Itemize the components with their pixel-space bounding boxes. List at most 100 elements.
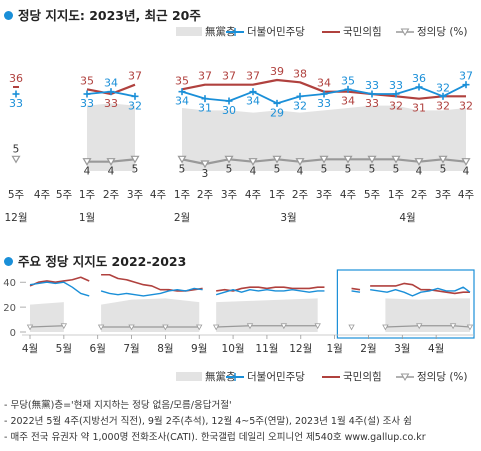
week-tick-label: 1주 — [79, 189, 96, 201]
y-tick-label: 0 — [10, 328, 16, 339]
ppp-data-label: 34 — [317, 77, 331, 90]
jp-point — [106, 158, 116, 166]
y-tick-label: 20 — [3, 303, 16, 314]
jp-data-label: 5 — [369, 163, 376, 175]
month-tick-label: 3월 — [394, 343, 410, 355]
month-tick-label: 9월 — [191, 343, 207, 355]
legend-none: 無黨층 — [176, 24, 236, 39]
week-tick-label: 2주 — [103, 189, 120, 201]
week-tick-label: 2주 — [411, 189, 428, 201]
ppp-data-label: 32 — [459, 99, 473, 112]
legend-jp: 정의당 (%) — [396, 369, 468, 384]
week-tick-label: 5주 — [364, 189, 381, 201]
jp-point — [128, 324, 135, 331]
month-label: 2월 — [174, 212, 190, 224]
week-tick-label: 3주 — [316, 189, 333, 201]
week-tick-label: 4주 — [340, 189, 357, 201]
ppp-data-label: 37 — [246, 70, 260, 83]
jp-data-label: 5 — [226, 163, 233, 175]
week-tick-label: 4주 — [458, 189, 475, 201]
legend-none-swatch — [176, 372, 202, 381]
none-area-segment — [385, 298, 470, 332]
jp-data-label: 5 — [132, 163, 139, 175]
dpk-data-label: 34 — [246, 95, 260, 108]
jp-data-label: 3 — [202, 168, 209, 180]
month-tick-label: 5월 — [56, 343, 72, 355]
ppp-data-label: 31 — [412, 102, 426, 115]
jp-data-label: 5 — [274, 163, 281, 175]
jp-point — [196, 324, 203, 331]
week-tick-label: 2주 — [292, 189, 309, 201]
jp-point — [367, 155, 377, 164]
ppp-data-label: 36 — [9, 72, 23, 85]
dpk-data-label: 33 — [9, 97, 23, 110]
dpk-data-label: 34 — [175, 95, 189, 108]
legend-jp-label: 정의당 (%) — [417, 26, 468, 38]
legend-none-label: 無黨층 — [205, 26, 236, 38]
jp-point — [348, 324, 355, 331]
recent-weeks-highlight-frame — [336, 269, 475, 339]
legend-dpk-swatch — [226, 373, 244, 381]
dpk-data-label: 33 — [389, 79, 403, 92]
ppp-data-label: 32 — [389, 99, 403, 112]
jp-point — [280, 323, 288, 330]
jp-data-label: 4 — [463, 166, 470, 178]
legend-jp: 정의당 (%) — [396, 24, 468, 39]
jp-line — [216, 325, 318, 328]
footnotes: - 무당(無黨)층='현재 지지하는 정당 없음/모름/응답거절' - 2022… — [4, 398, 426, 446]
dpk-data-label: 29 — [270, 106, 284, 119]
ppp-data-label: 35 — [80, 74, 94, 87]
legend-dpk-label: 더불어민주당 — [247, 371, 305, 383]
dpk-data-label: 30 — [222, 104, 236, 117]
jp-point — [212, 324, 220, 331]
month-tick-label: 7월 — [123, 343, 139, 355]
jp-point — [466, 324, 474, 331]
none-area-segment — [182, 105, 466, 171]
jp-point — [60, 323, 68, 330]
legend-none-swatch — [176, 27, 202, 36]
month-tick-label: 1월 — [326, 343, 342, 355]
top-chart-title-wrap: 정당 지지도: 2023년, 최근 20주 — [4, 5, 201, 24]
week-tick-label: 1주 — [174, 189, 191, 201]
legend-jp-label: 정의당 (%) — [417, 371, 468, 383]
week-tick-label: 1주 — [388, 189, 405, 201]
jp-data-label: 4 — [108, 166, 115, 178]
ppp-data-label: 37 — [198, 70, 212, 83]
jp-data-label: 5 — [440, 163, 447, 175]
jp-point — [130, 155, 140, 164]
dpk-line — [215, 288, 325, 296]
legend-ppp-label: 국민의힘 — [343, 26, 382, 38]
jp-data-label: 5 — [321, 163, 328, 175]
dpk-data-label: 32 — [293, 99, 307, 112]
week-tick-label: 5주 — [56, 189, 73, 201]
bottom-legend: 無黨층 더불어민주당 국민의힘 정의당 (%) — [176, 369, 476, 383]
jp-point — [416, 323, 423, 330]
month-label: 1월 — [79, 212, 95, 224]
jp-data-label: 5 — [345, 163, 352, 175]
jp-point — [343, 155, 353, 164]
dpk-data-label: 37 — [459, 70, 473, 83]
ppp-data-label: 34 — [341, 95, 355, 108]
ppp-data-label: 39 — [270, 65, 284, 78]
legend-jp-swatch — [396, 373, 414, 381]
bottom-chart-title: 주요 정당 지지도 2022-2023 — [18, 254, 187, 269]
legend-ppp: 국민의힘 — [322, 24, 382, 39]
dpk-line — [351, 290, 361, 293]
month-label: 12월 — [4, 212, 27, 224]
jp-data-label: 4 — [416, 166, 423, 178]
legend-ppp-swatch — [322, 31, 340, 33]
ppp-data-label: 33 — [104, 97, 118, 110]
jp-line — [385, 325, 471, 328]
legend-ppp-label: 국민의힘 — [343, 371, 382, 383]
month-tick-label: 8월 — [157, 343, 173, 355]
legend-jp-swatch — [396, 28, 414, 36]
ppp-data-label: 33 — [365, 97, 379, 110]
month-tick-label: 6월 — [90, 343, 106, 355]
jp-point — [11, 155, 21, 164]
dpk-data-label: 32 — [128, 99, 142, 112]
legend-ppp-swatch — [322, 376, 340, 378]
week-tick-label: 5주 — [8, 189, 25, 201]
dpk-line — [29, 281, 90, 297]
week-tick-label: 4주 — [34, 189, 51, 201]
dpk-data-label: 33 — [317, 97, 331, 110]
